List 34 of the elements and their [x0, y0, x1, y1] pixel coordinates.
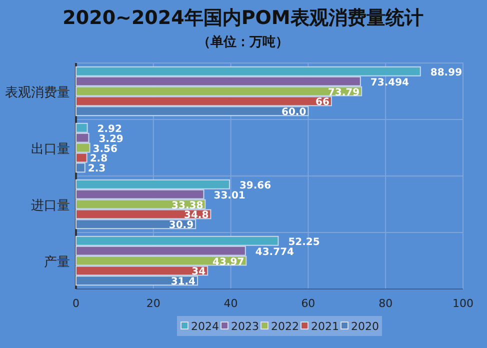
- x-tick-label: 100: [452, 297, 474, 310]
- data-label: 31.4: [170, 276, 196, 288]
- data-label: 3.29: [98, 134, 124, 145]
- data-label: 73.494: [370, 77, 410, 88]
- data-label: 88.99: [430, 67, 462, 78]
- legend-label: 2020: [351, 320, 379, 333]
- legend-label: 2023: [231, 320, 259, 333]
- chart-title: 2020~2024年国内POM表观消费量统计: [62, 7, 424, 29]
- data-label: 43.97: [212, 256, 244, 268]
- data-label: 33.38: [172, 200, 204, 212]
- data-label: 52.25: [288, 236, 320, 248]
- y-tick-label: 产量: [44, 254, 70, 270]
- data-label: 43.774: [255, 246, 294, 258]
- data-label: 39.66: [239, 180, 272, 192]
- y-tick-label: 出口量: [31, 142, 70, 157]
- legend-label: 2024: [191, 320, 219, 333]
- y-tick-label: 进口量: [31, 198, 70, 214]
- x-tick-label: 40: [224, 297, 238, 310]
- legend-label: 2021: [311, 320, 339, 333]
- y-tick-label: 表观消费量: [5, 85, 70, 100]
- data-label: 2.8: [90, 154, 108, 165]
- data-label: 30.9: [168, 220, 194, 232]
- x-tick-label: 80: [378, 297, 393, 310]
- x-tick-label: 0: [72, 297, 80, 310]
- x-tick-label: 60: [301, 297, 316, 310]
- data-label: 73.79: [328, 87, 360, 98]
- data-label: 33.01: [214, 190, 246, 202]
- legend-label: 2022: [271, 320, 299, 333]
- data-label: 2.3: [88, 164, 106, 175]
- data-label: 2.92: [97, 124, 122, 135]
- data-label: 60.0: [282, 107, 306, 118]
- chart-subtitle: （单位：万吨）: [198, 34, 288, 50]
- data-label: 3.56: [92, 144, 118, 155]
- x-tick-label: 20: [146, 297, 160, 310]
